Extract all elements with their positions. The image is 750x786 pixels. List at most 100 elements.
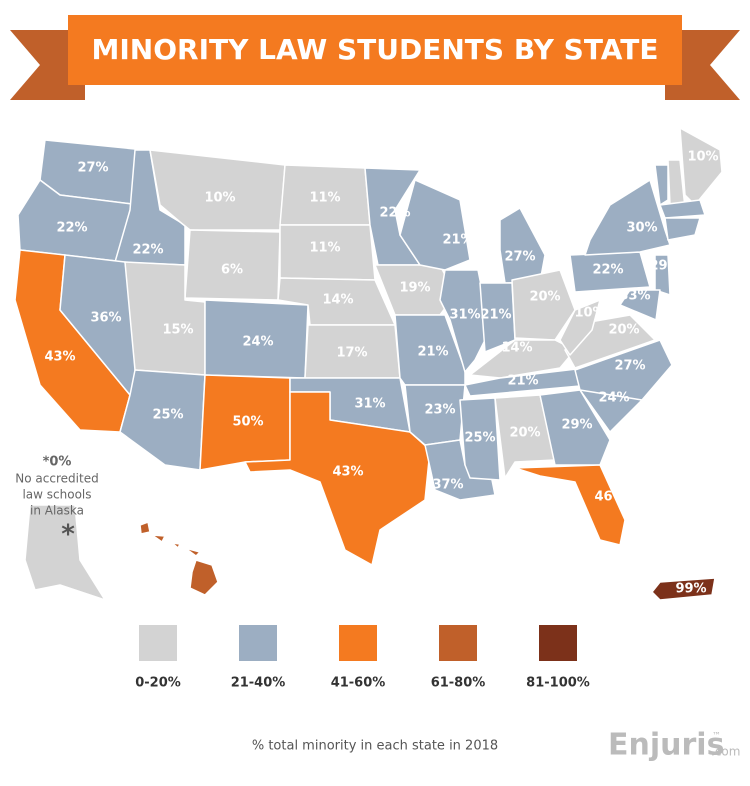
region <box>511 269 576 341</box>
state-label: 10% <box>687 150 718 165</box>
state-label: 36% <box>90 311 121 326</box>
state-label: 17% <box>336 346 367 361</box>
state-label: 10% <box>574 306 605 321</box>
title: MINORITY LAW STUDENTS BY STATE <box>92 33 659 66</box>
state-label: 19% <box>399 281 430 296</box>
state-label: 14% <box>501 341 532 356</box>
region <box>139 521 151 535</box>
state-label: 11% <box>309 191 340 206</box>
region <box>494 394 556 479</box>
alaska-note: in Alaska <box>30 504 84 518</box>
state-label: 33% <box>619 289 650 304</box>
state-label: 14% <box>322 293 353 308</box>
legend-swatch <box>439 625 477 661</box>
state-label: 21% <box>507 374 538 389</box>
region <box>499 207 546 284</box>
state-label: 30% <box>626 221 657 236</box>
region <box>439 269 491 373</box>
region <box>659 199 706 219</box>
state-label: 22% <box>132 243 163 258</box>
state-label: 27% <box>614 359 645 374</box>
footnote: % total minority in each state in 2018 <box>252 739 498 754</box>
state-label: 43% <box>332 465 363 480</box>
legend-label: 81-100% <box>526 676 590 691</box>
state-label: 46% <box>594 490 625 505</box>
alaska-note: No accredited <box>15 472 98 486</box>
state-label: 31% <box>449 308 480 323</box>
alaska-value: *0% <box>43 455 72 470</box>
state-label: 25% <box>152 408 183 423</box>
state-label: 25% <box>464 431 495 446</box>
region <box>559 299 601 356</box>
region <box>514 464 626 546</box>
state-label: 11% <box>309 241 340 256</box>
logo-tm: ™ <box>712 732 721 742</box>
state-label: 20% <box>529 290 560 305</box>
region <box>189 559 219 596</box>
state-label: 68% <box>222 542 253 557</box>
state-label: 29% <box>649 259 680 274</box>
state-label: 6% <box>221 263 243 278</box>
region <box>184 547 201 557</box>
state-label: 21% <box>417 345 448 360</box>
state-label: 20% <box>608 323 639 338</box>
region <box>654 254 671 296</box>
state-label: 23% <box>424 403 455 418</box>
alaska-note: law schools <box>22 488 91 502</box>
state-label: 29% <box>561 418 592 433</box>
legend-label: 41-60% <box>331 676 386 691</box>
region <box>664 217 701 241</box>
region <box>424 439 496 501</box>
region <box>574 339 673 401</box>
region <box>679 127 723 206</box>
region <box>619 289 661 321</box>
state-label: 31% <box>686 286 717 301</box>
region <box>584 179 671 256</box>
legend-swatch <box>339 625 377 661</box>
state-label: 21% <box>480 308 511 323</box>
legend-swatch <box>239 625 277 661</box>
state-label: 43% <box>44 350 75 365</box>
region <box>24 504 106 601</box>
state-label: 31% <box>354 397 385 412</box>
region <box>654 164 669 206</box>
state-label: 33% <box>684 340 715 355</box>
legend-label: 61-80% <box>431 676 486 691</box>
state-label: 50% <box>232 415 263 430</box>
state-label: 22% <box>379 206 410 221</box>
legend-label: 0-20% <box>135 676 181 691</box>
region <box>244 391 431 566</box>
legend-label: 21-40% <box>231 676 286 691</box>
logo: Enjuris <box>608 728 724 763</box>
region <box>151 534 166 543</box>
region <box>539 389 611 466</box>
state-label: 23% <box>682 312 713 327</box>
region <box>651 577 716 601</box>
state-label: 21% <box>442 233 473 248</box>
banner-tail <box>10 30 85 100</box>
legend-swatch <box>539 625 577 661</box>
region <box>171 542 181 549</box>
state-label: 24% <box>598 391 629 406</box>
state-label: 22% <box>592 263 623 278</box>
state-label: 10% <box>204 191 235 206</box>
state-label: 23% <box>609 165 640 180</box>
state-label: 15% <box>162 323 193 338</box>
state-label: 27% <box>504 250 535 265</box>
region <box>459 397 501 481</box>
state-label: 99% <box>675 582 706 597</box>
state-label: 27% <box>697 236 728 251</box>
state-label: 27% <box>704 191 735 206</box>
logo-domain: .com <box>711 745 740 759</box>
legend-swatch <box>139 625 177 661</box>
state-label: 15% <box>641 150 672 165</box>
banner <box>68 15 682 85</box>
state-label: 20% <box>509 426 540 441</box>
alaska-marker: * <box>61 520 75 550</box>
map: 27% 22% 43% 36% 22% 10% 6% 15% 24% 25% 50% 11% 11% 14… <box>14 127 736 601</box>
state-label: 37% <box>432 478 463 493</box>
state-label: 24% <box>242 335 273 350</box>
state-label: 27% <box>77 161 108 176</box>
legend: 0-20% 21-40% 41-60% 61-80% 81-100% <box>135 625 590 691</box>
